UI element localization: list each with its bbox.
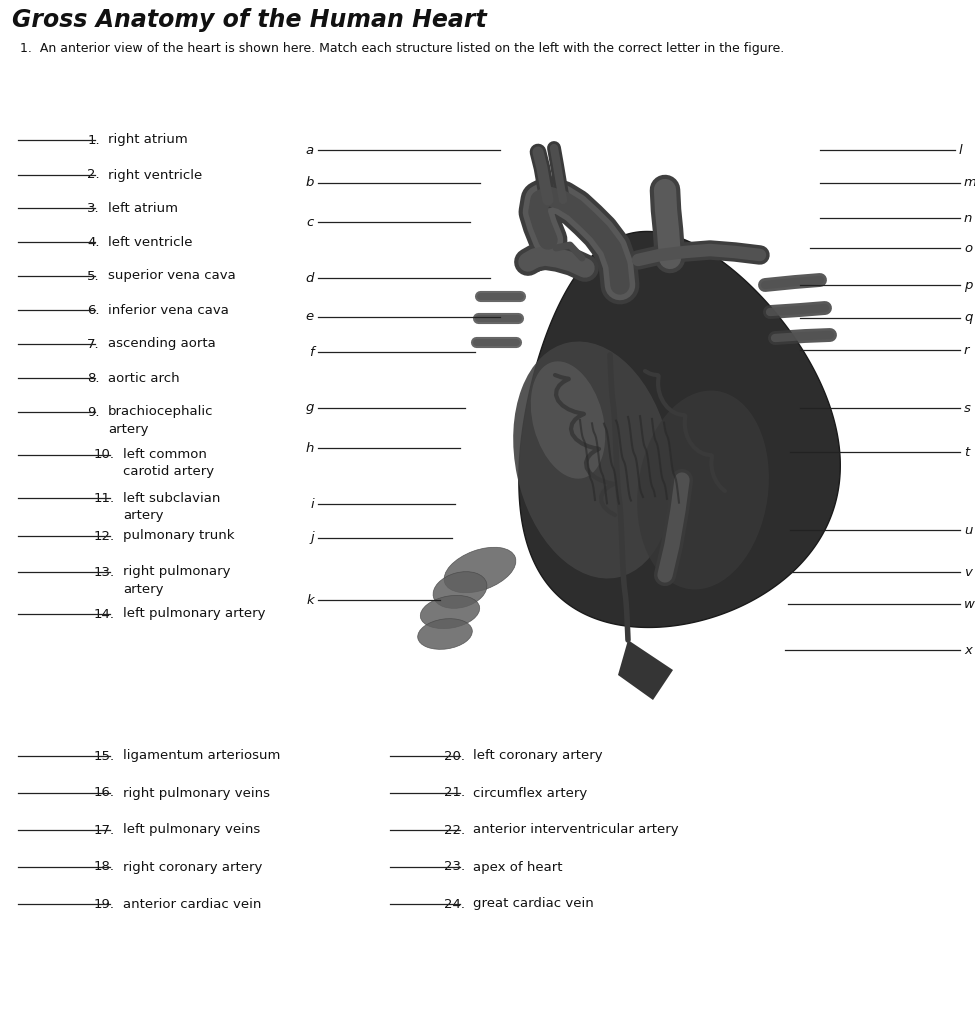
- Text: 10.: 10.: [94, 449, 115, 462]
- Ellipse shape: [444, 547, 516, 593]
- Text: carotid artery: carotid artery: [123, 466, 214, 478]
- Text: x: x: [964, 643, 972, 656]
- Text: b: b: [305, 176, 314, 189]
- Text: n: n: [964, 212, 972, 224]
- Text: 22.: 22.: [444, 823, 465, 837]
- Text: left coronary artery: left coronary artery: [473, 750, 603, 763]
- Text: 3.: 3.: [88, 202, 100, 214]
- Text: 21.: 21.: [444, 786, 465, 800]
- Text: 20.: 20.: [444, 750, 465, 763]
- Text: 1.  An anterior view of the heart is shown here. Match each structure listed on : 1. An anterior view of the heart is show…: [20, 42, 784, 55]
- Text: great cardiac vein: great cardiac vein: [473, 897, 594, 910]
- Text: right pulmonary: right pulmonary: [123, 565, 230, 579]
- Text: 12.: 12.: [94, 529, 115, 543]
- Text: 6.: 6.: [88, 303, 100, 316]
- Text: artery: artery: [123, 509, 164, 521]
- Text: pulmonary trunk: pulmonary trunk: [123, 529, 235, 543]
- Text: 18.: 18.: [94, 860, 115, 873]
- Text: right atrium: right atrium: [108, 133, 188, 146]
- Text: k: k: [306, 594, 314, 606]
- Text: 15.: 15.: [94, 750, 115, 763]
- Text: artery: artery: [108, 423, 148, 435]
- Text: left atrium: left atrium: [108, 202, 178, 214]
- Text: right coronary artery: right coronary artery: [123, 860, 262, 873]
- Text: aortic arch: aortic arch: [108, 372, 179, 384]
- Text: 14.: 14.: [94, 607, 115, 621]
- Text: s: s: [964, 401, 971, 415]
- Text: 1.: 1.: [88, 133, 100, 146]
- Text: right pulmonary veins: right pulmonary veins: [123, 786, 270, 800]
- Ellipse shape: [513, 342, 673, 579]
- Text: i: i: [310, 498, 314, 511]
- Ellipse shape: [420, 595, 480, 629]
- Text: m: m: [964, 176, 975, 189]
- Text: h: h: [305, 441, 314, 455]
- Text: 5.: 5.: [88, 269, 100, 283]
- Text: superior vena cava: superior vena cava: [108, 269, 236, 283]
- Text: left ventricle: left ventricle: [108, 236, 192, 249]
- Text: inferior vena cava: inferior vena cava: [108, 303, 229, 316]
- Text: j: j: [310, 531, 314, 545]
- Text: ligamentum arteriosum: ligamentum arteriosum: [123, 750, 281, 763]
- Text: 17.: 17.: [94, 823, 115, 837]
- Text: q: q: [964, 311, 972, 325]
- Text: artery: artery: [123, 583, 164, 596]
- PathPatch shape: [519, 231, 840, 628]
- Text: 23.: 23.: [444, 860, 465, 873]
- Text: 13.: 13.: [94, 565, 115, 579]
- Text: left pulmonary artery: left pulmonary artery: [123, 607, 265, 621]
- Text: 4.: 4.: [88, 236, 100, 249]
- Text: o: o: [964, 242, 972, 255]
- Text: c: c: [307, 215, 314, 228]
- Text: r: r: [964, 343, 969, 356]
- Text: 2.: 2.: [88, 169, 100, 181]
- Text: Gross Anatomy of the Human Heart: Gross Anatomy of the Human Heart: [12, 8, 487, 32]
- Text: 8.: 8.: [88, 372, 100, 384]
- Text: 19.: 19.: [94, 897, 115, 910]
- Text: p: p: [964, 279, 972, 292]
- Text: anterior cardiac vein: anterior cardiac vein: [123, 897, 261, 910]
- PathPatch shape: [618, 640, 673, 700]
- Text: a: a: [306, 143, 314, 157]
- Text: 24.: 24.: [444, 897, 465, 910]
- Text: 9.: 9.: [88, 406, 100, 419]
- Text: ascending aorta: ascending aorta: [108, 338, 215, 350]
- Text: left pulmonary veins: left pulmonary veins: [123, 823, 260, 837]
- Text: apex of heart: apex of heart: [473, 860, 563, 873]
- Text: g: g: [305, 401, 314, 415]
- Text: f: f: [309, 345, 314, 358]
- Text: u: u: [964, 523, 972, 537]
- Ellipse shape: [530, 361, 605, 478]
- Text: left subclavian: left subclavian: [123, 492, 220, 505]
- Text: l: l: [959, 143, 962, 157]
- Text: right ventricle: right ventricle: [108, 169, 202, 181]
- Text: w: w: [964, 597, 975, 610]
- Text: 16.: 16.: [94, 786, 115, 800]
- Text: e: e: [306, 310, 314, 324]
- Ellipse shape: [637, 390, 769, 590]
- Text: 11.: 11.: [94, 492, 115, 505]
- Ellipse shape: [433, 571, 487, 608]
- Text: t: t: [964, 445, 969, 459]
- Text: d: d: [305, 271, 314, 285]
- Text: circumflex artery: circumflex artery: [473, 786, 587, 800]
- Text: left common: left common: [123, 449, 207, 462]
- Ellipse shape: [417, 618, 472, 649]
- Text: v: v: [964, 565, 972, 579]
- Text: brachiocephalic: brachiocephalic: [108, 406, 214, 419]
- Text: anterior interventricular artery: anterior interventricular artery: [473, 823, 679, 837]
- Text: 7.: 7.: [88, 338, 100, 350]
